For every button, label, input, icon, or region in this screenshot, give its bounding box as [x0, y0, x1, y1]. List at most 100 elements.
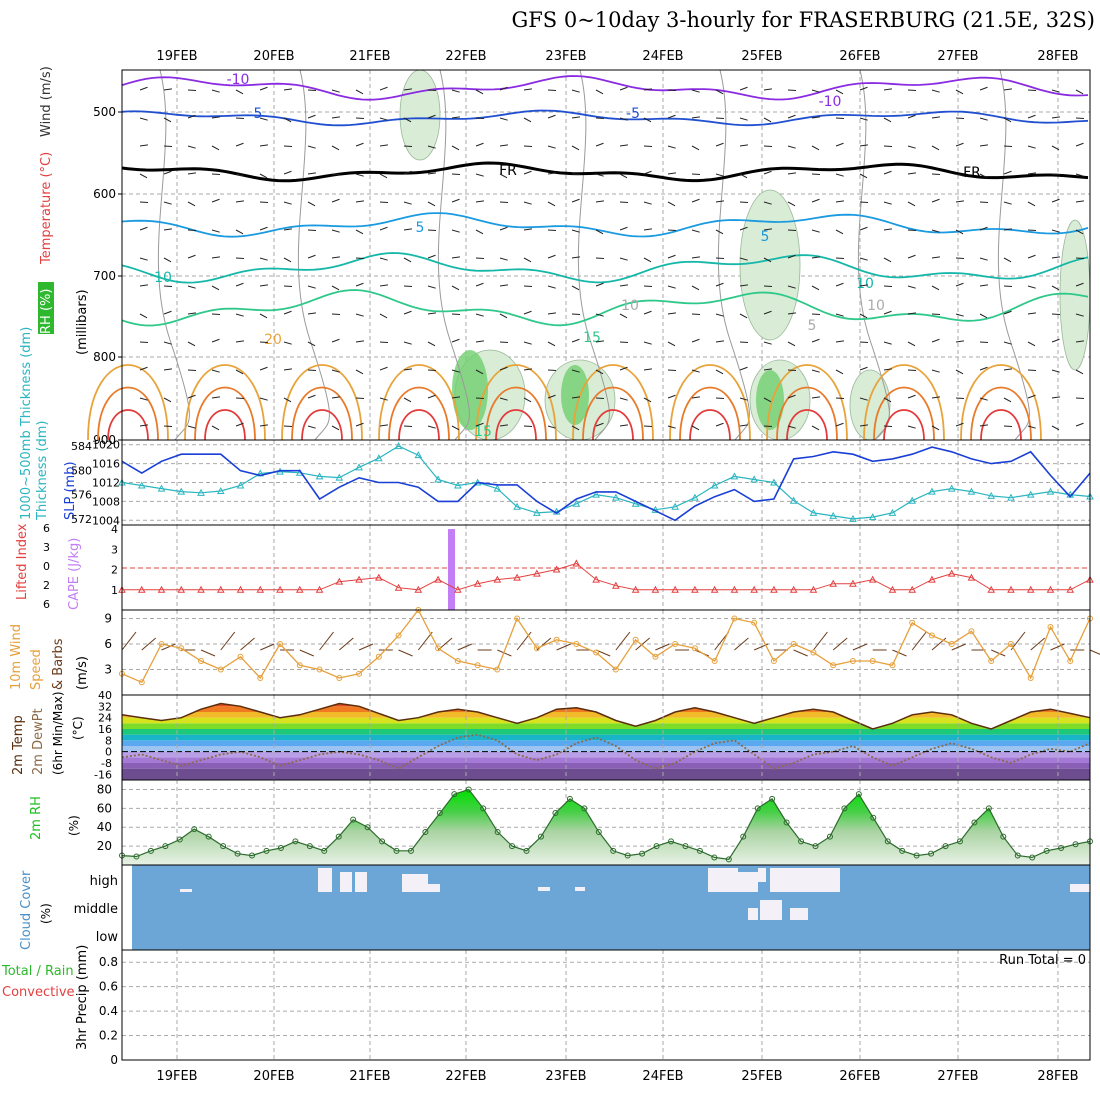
rh2m-series-point-60: [985, 805, 992, 812]
lifted-index-series-point-35: [809, 585, 818, 593]
rh-tick-0: 80: [97, 782, 112, 796]
warm-arch-6-2: [689, 409, 731, 441]
ylabel-slp: SLP (mb): [63, 461, 78, 520]
wind10m-barb-35: [813, 631, 828, 651]
bottom-date-label-7: 26FEB: [839, 1069, 880, 1084]
rh-tick-3: 20: [97, 839, 112, 853]
lifted-index-series-point-15: [414, 585, 423, 593]
cloud-block-6: [538, 887, 550, 891]
thickness-series-point-37: [849, 514, 857, 522]
upper-air-y-tick-2: 700: [93, 269, 116, 283]
rh2m-series-point-16: [350, 816, 357, 823]
rh2m-series-point-54: [899, 847, 906, 854]
contour-label-8: 10: [621, 298, 639, 314]
wind-speed-series-point-33: [770, 658, 777, 664]
wind-speed-series-point-40: [909, 619, 916, 626]
lifted-index-series-point-46: [1026, 585, 1035, 593]
precip-tick-3: 0.2: [99, 1029, 118, 1043]
warm-arch-3-2: [398, 409, 440, 441]
rh2m-series-point-19: [393, 847, 400, 854]
top-date-label-9: 28FEB: [1037, 49, 1078, 64]
rh-contour-2: [437, 69, 470, 441]
wind-speed-series-point-47: [1047, 624, 1054, 630]
precip-tick-4: 0: [110, 1053, 118, 1067]
bottom-date-label-1: 20FEB: [253, 1069, 294, 1084]
wind-speed-series-point-22: [553, 636, 560, 643]
rh2m-series-point-2: [147, 847, 154, 854]
precip-tick-1: 0.6: [99, 980, 118, 994]
bottom-date-label-0: 19FEB: [156, 1069, 197, 1084]
wind-speed-series-point-46: [1027, 675, 1034, 681]
wind-speed-series-point-18: [474, 662, 481, 669]
rh2m-series-point-10: [263, 847, 270, 854]
bottom-date-label-4: 23FEB: [545, 1069, 586, 1084]
rh-legend-swatch: [38, 282, 54, 334]
top-date-label-1: 20FEB: [253, 49, 294, 64]
lifted-index-series-point-42: [947, 569, 956, 577]
temp-contour-minus5: [121, 109, 1089, 127]
contour-label-12: 5: [761, 229, 770, 245]
lifted-index-series-point-29: [691, 585, 699, 593]
cloud-block-11: [770, 868, 840, 892]
lifted-index-series-point-7: [256, 585, 265, 593]
ylabel-dewpt2m: 2m DewPt: [31, 708, 46, 775]
wind10m-barb-37: [852, 643, 868, 651]
thickness-series-point-47: [1046, 487, 1055, 495]
rh2m-series-point-27: [509, 843, 516, 850]
bottom-date-label-3: 22FEB: [445, 1069, 486, 1084]
wind-speed-series-point-31: [731, 615, 738, 622]
wind10m-barb-20: [516, 631, 532, 651]
wind-speed-series-point-39: [889, 662, 896, 669]
wind10m-barb-47: [1050, 643, 1065, 651]
rh2m-series-point-24: [465, 786, 472, 793]
rh2m-series-point-31: [566, 795, 573, 802]
cape-tick-3: 1: [111, 584, 118, 597]
lifted-index-series-point-47: [1046, 585, 1055, 593]
temp-tick-5: 0: [105, 746, 112, 759]
ylabel-wind10m: 10m Wind: [9, 624, 24, 690]
thickness-series-point-42: [947, 484, 956, 492]
cape-bar: [448, 529, 455, 610]
cloud-block-1: [318, 868, 332, 892]
warm-arch-6-0: [669, 364, 751, 441]
contour-label-4: 10: [154, 270, 172, 286]
rh-contour-3: [577, 69, 610, 441]
rh2m-series-point-63: [1029, 854, 1036, 861]
rh2m-series-point-9: [249, 852, 256, 859]
thickness-series-point-25: [612, 493, 620, 501]
contour-label-3: 5: [416, 220, 425, 236]
rh2m-series-point-47: [798, 838, 805, 845]
lifted-index-series-point-33: [770, 585, 778, 593]
bottom-date-label-8: 27FEB: [937, 1069, 978, 1084]
lifted-index-series-point-25: [612, 581, 620, 589]
temp-band-8: [122, 723, 1090, 729]
thickness-series-point-41: [928, 487, 936, 495]
ylabel-minmax: (6hr Min/Max): [51, 692, 65, 776]
rh2m-series-point-42: [725, 856, 732, 863]
ylabel-cloud: Cloud Cover: [19, 870, 34, 950]
cloud-block-7: [575, 887, 585, 891]
lifted-index-series-point-40: [908, 585, 917, 593]
temp-tick-6: -8: [101, 757, 112, 770]
freezing-level-contour: [121, 161, 1089, 183]
wind-tick-0: 9: [104, 612, 112, 626]
wind10m-barb-40: [911, 631, 927, 651]
lifted-index-series-point-13: [374, 573, 383, 581]
lifted-index-series-point-27: [651, 585, 660, 593]
wind-speed-series-point-32: [751, 619, 758, 626]
top-date-label-7: 26FEB: [839, 49, 880, 64]
rh2m-series-point-17: [364, 824, 371, 831]
thickness-tick-0: 584: [71, 440, 92, 453]
rh2m-series-point-62: [1014, 852, 1021, 859]
wind10m-barb-17: [457, 643, 473, 651]
rh2m-series-point-55: [913, 852, 920, 859]
rh2m-series-point-11: [277, 845, 284, 851]
cloud-background: [132, 865, 1090, 950]
ylabel-cloud-unit: (%): [39, 903, 53, 924]
slp-series: [121, 446, 1091, 522]
temp-band-6: [122, 734, 1090, 741]
temp-tick-4: 8: [105, 734, 112, 747]
top-date-label-6: 25FEB: [741, 49, 782, 64]
wind10m-barb-1: [141, 637, 157, 651]
